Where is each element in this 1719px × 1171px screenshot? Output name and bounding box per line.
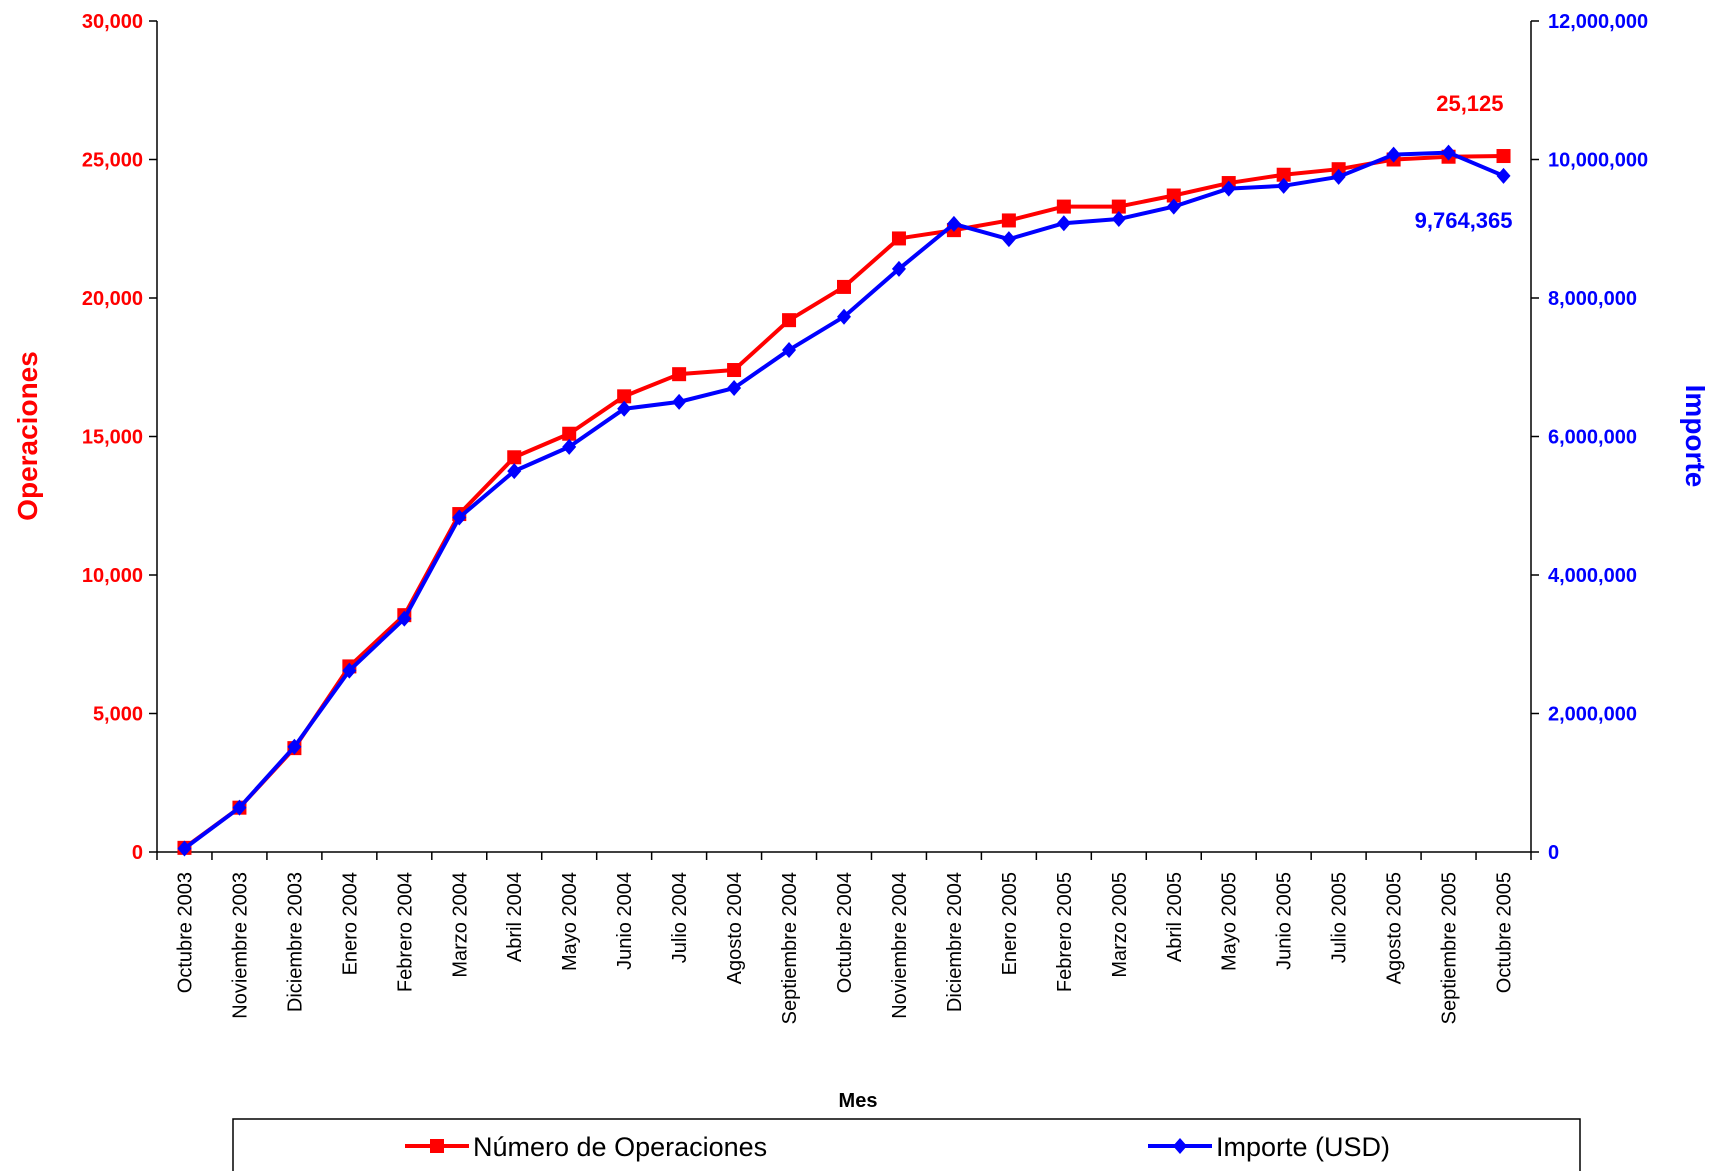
y-axis-right-title: Importe — [1680, 385, 1711, 488]
legend-item: Número de Operaciones — [405, 1132, 767, 1162]
data-point-marker — [562, 426, 577, 441]
x-category-label: Enero 2004 — [339, 872, 361, 975]
data-point-marker — [782, 313, 797, 328]
legend-label: Número de Operaciones — [473, 1132, 767, 1162]
data-point-marker — [1441, 144, 1456, 161]
x-category-label: Agosto 2004 — [724, 872, 746, 984]
y-left-tick-label: 0 — [132, 842, 143, 864]
x-category-label: Noviembre 2003 — [229, 872, 251, 1019]
data-point-marker — [1166, 198, 1181, 215]
y-right-tick-label: 2,000,000 — [1548, 704, 1637, 726]
y-right-tick-label: 10,000,000 — [1548, 150, 1648, 172]
data-point-marker — [837, 308, 851, 325]
x-category-label: Diciembre 2004 — [944, 872, 966, 1012]
data-point-marker — [782, 341, 797, 358]
data-point-marker — [1496, 167, 1511, 184]
data-point-marker — [1221, 180, 1236, 197]
x-category-label: Mayo 2005 — [1219, 872, 1241, 971]
legend-label: Importe (USD) — [1216, 1132, 1390, 1162]
data-point-marker — [452, 509, 467, 526]
data-point-marker — [1276, 177, 1291, 194]
data-point-marker — [1166, 188, 1181, 203]
data-point-marker — [1331, 168, 1346, 185]
x-category-label: Marzo 2005 — [1109, 872, 1131, 978]
y-right-tick-label: 6,000,000 — [1548, 427, 1637, 449]
data-point-marker — [342, 662, 357, 679]
y-right-tick-label: 8,000,000 — [1548, 288, 1637, 310]
y-left-tick-label: 30,000 — [82, 11, 143, 33]
legend-marker — [1173, 1138, 1187, 1154]
legend-item: Importe (USD) — [1148, 1132, 1390, 1162]
data-point-marker — [672, 367, 687, 382]
x-category-label: Febrero 2005 — [1054, 872, 1076, 992]
data-point-marker — [891, 231, 906, 246]
data-point-marker — [1056, 199, 1071, 214]
x-category-label: Mayo 2004 — [559, 872, 581, 971]
x-category-label: Octubre 2005 — [1494, 872, 1516, 993]
series-line — [183, 150, 1505, 851]
data-point-marker — [1386, 146, 1401, 163]
y-right-tick-label: 4,000,000 — [1548, 565, 1637, 587]
data-point-marker — [837, 279, 851, 294]
data-point-marker — [617, 400, 632, 417]
y-left-tick-label: 10,000 — [82, 565, 143, 587]
data-point-marker — [891, 260, 906, 277]
data-point-marker — [727, 363, 742, 378]
x-category-label: Diciembre 2003 — [284, 872, 306, 1012]
series-line — [183, 154, 1504, 850]
x-axis-title: Mes — [839, 1090, 878, 1112]
data-point-marker — [617, 389, 632, 404]
y-right-tick-label: 12,000,000 — [1548, 11, 1648, 33]
x-category-label: Septiembre 2005 — [1439, 872, 1461, 1024]
data-point-marker — [562, 438, 577, 455]
data-point-marker — [507, 463, 522, 480]
x-category-label: Febrero 2004 — [394, 872, 416, 992]
data-point-marker — [672, 393, 687, 410]
x-category-label: Junio 2005 — [1274, 872, 1296, 970]
x-category-label: Julio 2005 — [1329, 872, 1351, 963]
data-point-marker — [507, 450, 522, 465]
y-axis-left-title: Operaciones — [12, 351, 43, 521]
data-point-marker — [946, 215, 961, 232]
y-left-tick-label: 20,000 — [82, 288, 143, 310]
x-category-label: Agosto 2005 — [1384, 872, 1406, 984]
data-point-marker — [727, 380, 742, 397]
x-category-label: Marzo 2004 — [449, 872, 471, 978]
y-left-tick-label: 15,000 — [82, 427, 143, 449]
x-category-label: Noviembre 2004 — [889, 872, 911, 1019]
data-point-marker — [1001, 231, 1016, 248]
x-category-label: Julio 2004 — [669, 872, 691, 963]
x-category-label: Abril 2005 — [1164, 872, 1186, 962]
data-point-marker — [1496, 149, 1511, 164]
x-category-label: Octubre 2004 — [834, 872, 856, 993]
series-importe — [177, 144, 1511, 857]
data-point-marker — [1111, 199, 1126, 214]
data-point-marker — [1056, 215, 1071, 232]
x-category-label: Enero 2005 — [999, 872, 1021, 975]
y-right-tick-label: 0 — [1548, 842, 1559, 864]
legend-marker — [430, 1139, 444, 1153]
data-point-marker — [1111, 211, 1126, 228]
series-operaciones — [177, 149, 1511, 855]
data-point-marker — [397, 610, 412, 627]
x-category-label: Junio 2004 — [614, 872, 636, 970]
data-point-marker — [1276, 167, 1291, 182]
data-point-marker — [287, 738, 302, 755]
data-point-marker — [177, 840, 192, 857]
data-point-marker — [1001, 213, 1016, 228]
x-category-label: Septiembre 2004 — [779, 872, 801, 1024]
data-label: 9,764,365 — [1415, 208, 1513, 233]
x-category-label: Octubre 2003 — [174, 872, 196, 993]
data-label: 25,125 — [1436, 91, 1503, 116]
y-left-tick-label: 25,000 — [82, 150, 143, 172]
y-left-tick-label: 5,000 — [93, 704, 143, 726]
data-point-marker — [232, 799, 247, 816]
x-category-label: Abril 2004 — [504, 872, 526, 962]
